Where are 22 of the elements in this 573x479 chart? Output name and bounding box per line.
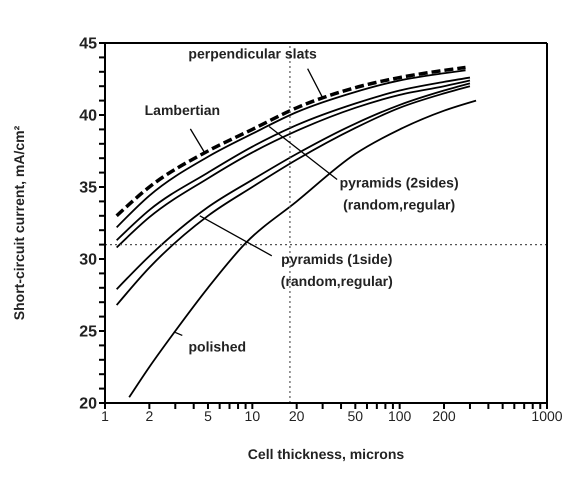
y-tick-label: 25 — [79, 324, 98, 341]
x-tick-label: 200 — [432, 408, 456, 424]
x-tick-label: 1000 — [531, 408, 563, 424]
annotation: polished — [188, 338, 246, 354]
y-tick-label: 45 — [79, 36, 98, 53]
y-tick-label: 40 — [79, 108, 98, 125]
annotation: perpendicular slats — [188, 46, 318, 62]
x-tick-label: 50 — [348, 408, 364, 424]
x-tick-label: 1 — [101, 408, 110, 424]
x-tick-label: 5 — [204, 408, 212, 424]
x-axis-title: Cell thickness, microns — [248, 446, 404, 462]
annotation: pyramids (1side) (random,regular) — [280, 250, 393, 289]
x-tick-label: 100 — [388, 408, 412, 424]
y-tick-label: 20 — [79, 396, 98, 413]
y-axis-title: Short-circuit current, mA/cm² — [11, 125, 27, 320]
x-tick-label: 20 — [288, 408, 305, 424]
annotation: Lambertian — [144, 102, 220, 118]
y-tick-label: 30 — [79, 252, 98, 269]
x-tick-label: 10 — [244, 408, 260, 424]
annotation: pyramids (2sides) (random,regular) — [340, 174, 459, 213]
x-tick-label: 2 — [145, 408, 154, 424]
y-tick-label: 35 — [79, 180, 98, 197]
